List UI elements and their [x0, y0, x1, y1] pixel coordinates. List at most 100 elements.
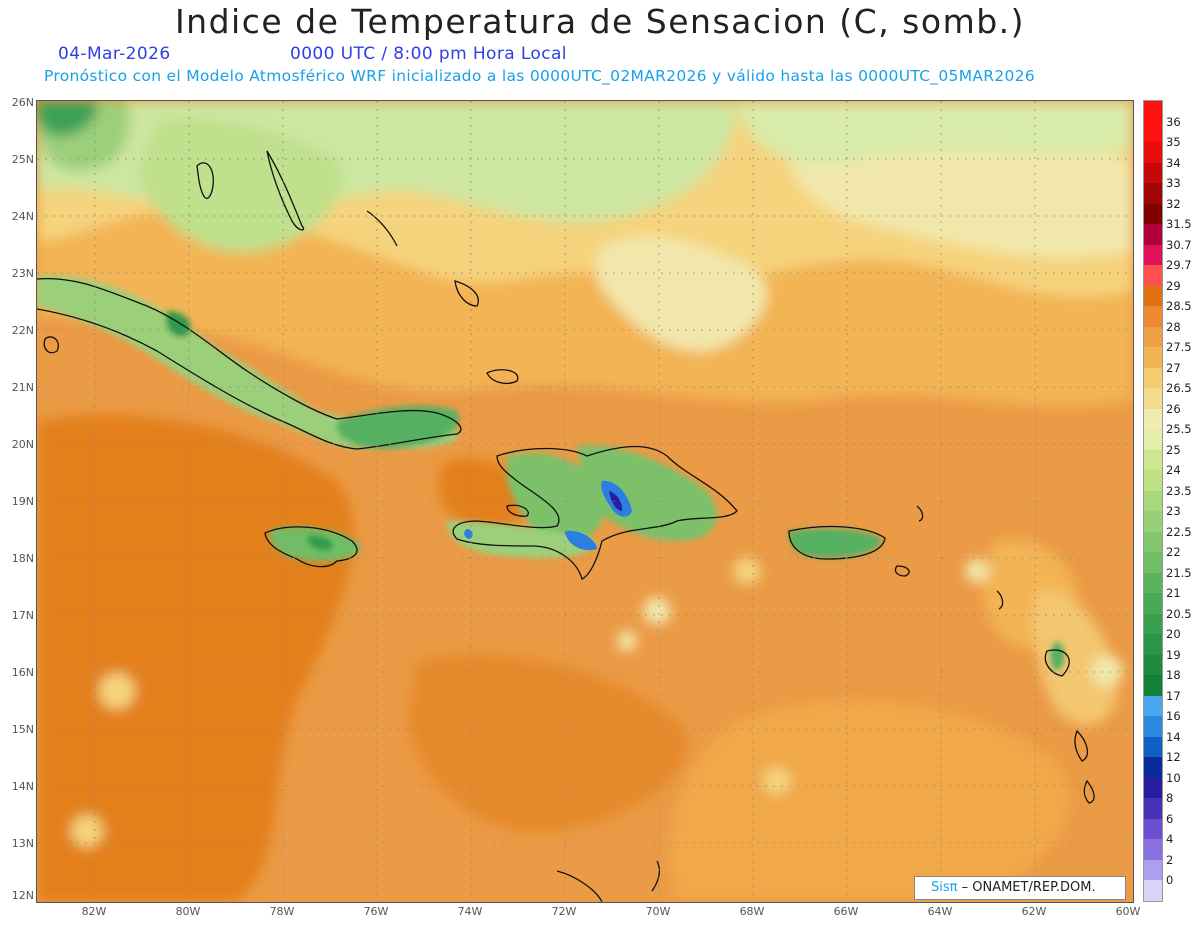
legend-label: 27	[1166, 360, 1181, 375]
legend-swatch	[1144, 470, 1162, 492]
legend-label: 34	[1166, 155, 1181, 170]
lon-label: 68W	[739, 905, 765, 918]
lon-label: 62W	[1021, 905, 1047, 918]
legend-label: 29	[1166, 278, 1181, 293]
legend-swatch	[1144, 224, 1162, 246]
lon-label: 76W	[363, 905, 389, 918]
lat-label: 16N	[11, 666, 34, 679]
legend-label: 2	[1166, 852, 1174, 867]
lat-label: 20N	[11, 438, 34, 451]
legend-label: 36	[1166, 114, 1181, 129]
coastlines	[37, 150, 1095, 902]
legend-label: 30.7	[1166, 237, 1192, 252]
legend-label: 16	[1166, 709, 1181, 724]
legend-swatch	[1144, 101, 1162, 122]
legend-swatch	[1144, 634, 1162, 656]
legend-label: 32	[1166, 196, 1181, 211]
color-legend	[1143, 100, 1163, 902]
legend-swatch	[1144, 429, 1162, 451]
lat-label: 25N	[11, 153, 34, 166]
lat-label: 26N	[11, 96, 34, 109]
legend-swatch	[1144, 798, 1162, 820]
legend-swatch	[1144, 880, 1162, 902]
legend-swatch	[1144, 531, 1162, 553]
legend-label: 28.5	[1166, 299, 1192, 314]
lat-label: 23N	[11, 267, 34, 280]
legend-label: 18	[1166, 668, 1181, 683]
legend-swatch	[1144, 162, 1162, 184]
lat-label: 12N	[11, 889, 34, 902]
legend-swatch	[1144, 142, 1162, 164]
legend-swatch	[1144, 572, 1162, 594]
lat-label: 13N	[11, 837, 34, 850]
lat-label: 17N	[11, 609, 34, 622]
legend-label: 26.5	[1166, 381, 1192, 396]
land-patches	[37, 275, 1065, 671]
legend-label: 26	[1166, 401, 1181, 416]
lat-label: 18N	[11, 552, 34, 565]
legend-swatch	[1144, 716, 1162, 738]
credit-box: Sisπ – ONAMET/REP.DOM.	[914, 876, 1126, 900]
lon-label: 70W	[645, 905, 671, 918]
legend-swatch	[1144, 449, 1162, 471]
legend-swatch	[1144, 121, 1162, 143]
credit-text: – ONAMET/REP.DOM.	[957, 880, 1096, 895]
model-info: Pronóstico con el Modelo Atmosférico WRF…	[44, 67, 1036, 85]
legend-swatch	[1144, 859, 1162, 881]
legend-swatch	[1144, 777, 1162, 799]
legend-swatch	[1144, 736, 1162, 758]
legend-label: 25	[1166, 442, 1181, 457]
legend-swatch	[1144, 490, 1162, 512]
legend-swatch	[1144, 203, 1162, 225]
lon-label: 60W	[1115, 905, 1141, 918]
forecast-date: 04-Mar-2026	[58, 44, 171, 64]
lon-label: 72W	[551, 905, 577, 918]
legend-label: 31.5	[1166, 217, 1192, 232]
credit-brand: Sisπ	[931, 880, 958, 895]
lon-label: 80W	[175, 905, 201, 918]
legend-swatch	[1144, 675, 1162, 697]
lon-label: 74W	[457, 905, 483, 918]
legend-swatch	[1144, 839, 1162, 861]
map-title: Indice de Temperatura de Sensacion (C, s…	[174, 2, 1026, 41]
legend-label: 29.7	[1166, 258, 1192, 273]
legend-label: 8	[1166, 791, 1174, 806]
legend-label: 21.5	[1166, 565, 1192, 580]
legend-label: 28	[1166, 319, 1181, 334]
lat-label: 21N	[11, 381, 34, 394]
legend-label: 14	[1166, 729, 1181, 744]
legend-swatch	[1144, 552, 1162, 574]
forecast-time: 0000 UTC / 8:00 pm Hora Local	[290, 44, 567, 64]
legend-swatch	[1144, 511, 1162, 533]
legend-label: 17	[1166, 688, 1181, 703]
lon-label: 64W	[927, 905, 953, 918]
legend-label: 12	[1166, 750, 1181, 765]
legend-swatch	[1144, 244, 1162, 266]
legend-label: 23.5	[1166, 483, 1192, 498]
legend-label: 33	[1166, 176, 1181, 191]
lat-label: 15N	[11, 723, 34, 736]
legend-label: 19	[1166, 647, 1181, 662]
legend-swatch	[1144, 388, 1162, 410]
lat-label: 24N	[11, 210, 34, 223]
lon-label: 78W	[269, 905, 295, 918]
legend-swatch	[1144, 593, 1162, 615]
legend-label: 22	[1166, 545, 1181, 560]
legend-swatch	[1144, 613, 1162, 635]
legend-label: 24	[1166, 463, 1181, 478]
lat-label: 19N	[11, 495, 34, 508]
legend-label: 20	[1166, 627, 1181, 642]
legend-swatch	[1144, 326, 1162, 348]
graticule	[37, 101, 1133, 902]
lon-label: 66W	[833, 905, 859, 918]
lat-label: 22N	[11, 324, 34, 337]
legend-label: 20.5	[1166, 606, 1192, 621]
legend-swatch	[1144, 818, 1162, 840]
legend-label: 23	[1166, 504, 1181, 519]
legend-swatch	[1144, 306, 1162, 328]
legend-label: 0	[1166, 873, 1174, 888]
legend-swatch	[1144, 654, 1162, 676]
legend-label: 22.5	[1166, 524, 1192, 539]
legend-swatch	[1144, 695, 1162, 717]
legend-swatch	[1144, 757, 1162, 779]
